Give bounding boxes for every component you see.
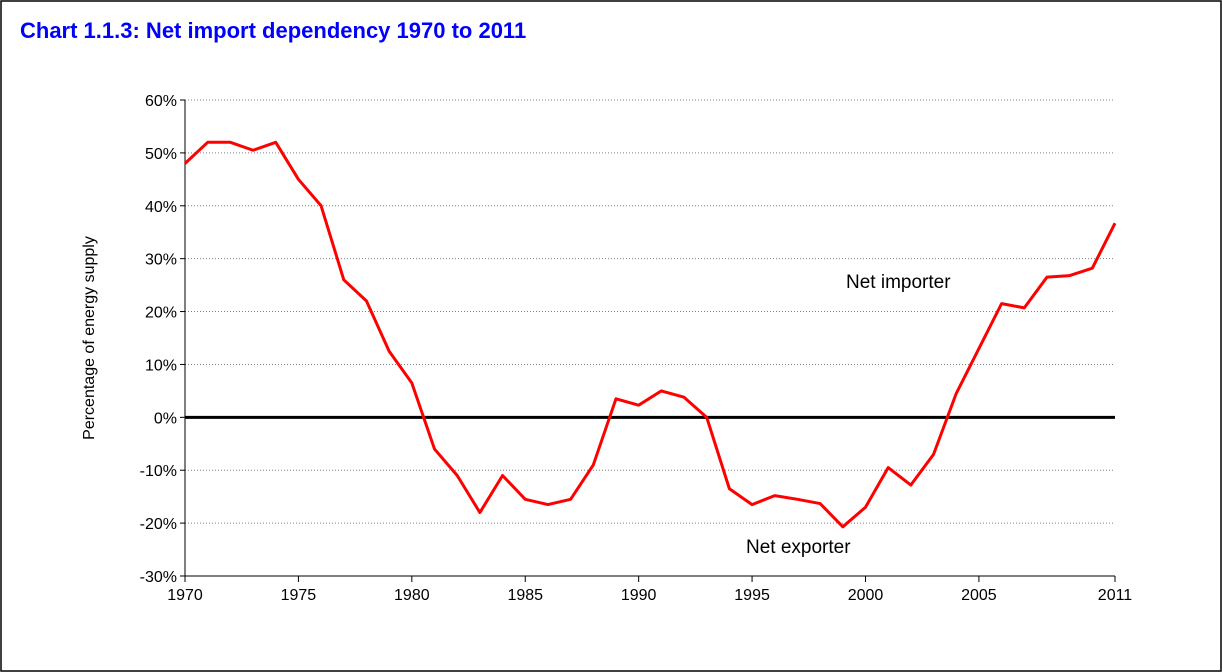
annotation: Net exporter	[746, 537, 851, 558]
annotation: Net importer	[846, 272, 951, 293]
y-tick-label: 30%	[145, 252, 177, 269]
x-tick-label: 1985	[507, 587, 543, 604]
x-tick-label: 1990	[621, 587, 657, 604]
y-axis-label: Percentage of energy supply	[81, 236, 98, 440]
data-line	[183, 140, 1117, 529]
y-tick-label: 10%	[145, 357, 177, 374]
y-tick-label: -30%	[140, 569, 177, 586]
y-tick-label: 40%	[145, 199, 177, 216]
x-tick-label: 1970	[167, 587, 203, 604]
x-tick-label: 2005	[961, 587, 997, 604]
y-tick-label: 0%	[154, 410, 177, 427]
x-tick-label: 1980	[394, 587, 430, 604]
x-tick-label: 1995	[734, 587, 770, 604]
x-tick-label: 1975	[281, 587, 317, 604]
y-tick-label: -10%	[140, 463, 177, 480]
y-tick-label: 60%	[145, 93, 177, 110]
y-tick-label: 20%	[145, 305, 177, 322]
y-tick-label: 50%	[145, 146, 177, 163]
x-tick-label: 2000	[848, 587, 884, 604]
y-tick-label: -20%	[140, 516, 177, 533]
x-tick-label: 2011	[1098, 587, 1133, 604]
chart-title: Chart 1.1.3: Net import dependency 1970 …	[20, 18, 526, 43]
